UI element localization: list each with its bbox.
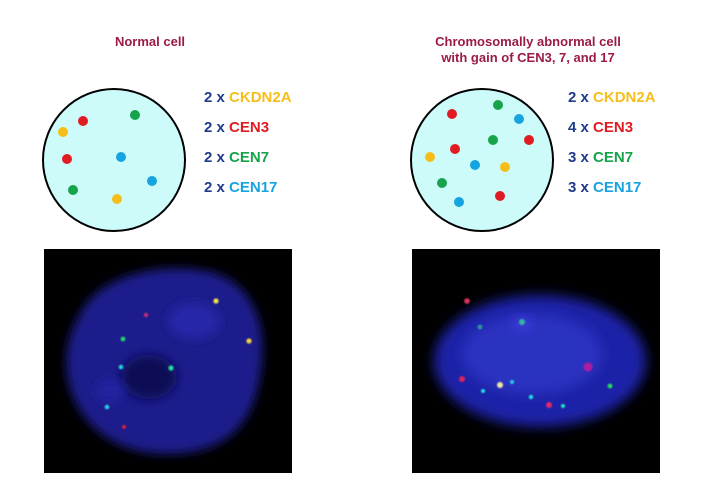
probe-multiplier: 4 x [568, 119, 589, 136]
probe-count-row: 3 x CEN7 [568, 143, 656, 173]
fish-signal-cen17 [481, 389, 485, 393]
title-line: Chromosomally abnormal cell [435, 34, 621, 49]
probe-multiplier: 2 x [204, 179, 225, 196]
probe-count-row: 2 x CKDN2A [204, 83, 292, 113]
fish-signal-cen3 [459, 376, 465, 382]
fish-signal-cen7 [168, 365, 174, 371]
fish-signal-cen17 [104, 404, 110, 410]
abnormal-cell-title: Chromosomally abnormal cell with gain of… [398, 34, 658, 66]
probe-name: CEN3 [229, 119, 270, 136]
signal-dot-cen3 [495, 191, 505, 201]
fish-signal-ckdn2a [213, 298, 219, 304]
probe-multiplier: 3 x [568, 149, 589, 166]
fish-signal-cen3 [122, 425, 126, 429]
signal-dot-cen3 [62, 154, 72, 164]
abnormal-cell-diagram [410, 88, 554, 232]
signal-dot-ckdn2a [500, 162, 510, 172]
fish-signal-cen3 [583, 362, 593, 372]
probe-count-row: 2 x CEN17 [204, 173, 292, 203]
probe-multiplier: 3 x [568, 179, 589, 196]
signal-dot-ckdn2a [58, 127, 68, 137]
signal-dot-cen7 [493, 100, 503, 110]
probe-count-row: 2 x CKDN2A [568, 83, 656, 113]
abnormal-cell-micrograph [412, 249, 660, 473]
signal-dot-cen17 [514, 114, 524, 124]
signal-dot-cen3 [78, 116, 88, 126]
fish-signal-cen7 [607, 383, 613, 389]
probe-name: CEN7 [229, 149, 270, 166]
fish-signal-cen7 [477, 324, 483, 330]
normal-cell-micrograph [44, 249, 292, 473]
fish-signal-cen17 [561, 404, 565, 408]
title-line: with gain of CEN3, 7, and 17 [441, 50, 615, 65]
probe-count-row: 2 x CEN3 [204, 113, 292, 143]
signal-dot-cen3 [450, 144, 460, 154]
fish-signal-cen3 [546, 402, 552, 408]
signal-dot-cen17 [116, 152, 126, 162]
fish-signal-ckdn2a [497, 382, 503, 388]
signal-dot-cen17 [470, 160, 480, 170]
title-line: Normal cell [114, 34, 186, 49]
probe-name: CKDN2A [593, 89, 656, 106]
signal-dot-cen3 [447, 109, 457, 119]
probe-multiplier: 2 x [204, 149, 225, 166]
signal-dot-ckdn2a [112, 194, 122, 204]
signal-dot-cen17 [147, 176, 157, 186]
probe-multiplier: 2 x [204, 89, 225, 106]
probe-name: CEN17 [593, 179, 642, 196]
probe-count-row: 4 x CEN3 [568, 113, 656, 143]
signal-dot-cen7 [488, 135, 498, 145]
signal-dot-cen7 [68, 185, 78, 195]
fish-signal-cen17 [528, 394, 534, 400]
probe-name: CKDN2A [229, 89, 292, 106]
normal-cell-probe-counts: 2 x CKDN2A 2 x CEN3 2 x CEN7 2 x CEN17 [204, 83, 292, 203]
signal-dot-cen17 [454, 197, 464, 207]
fish-signal-cen17 [118, 364, 124, 370]
probe-count-row: 3 x CEN17 [568, 173, 656, 203]
cell-outline [410, 88, 554, 232]
fish-signal-cen3 [143, 312, 149, 318]
probe-name: CEN17 [229, 179, 278, 196]
fish-signal-cen17 [510, 380, 514, 384]
probe-multiplier: 2 x [568, 89, 589, 106]
probe-count-row: 2 x CEN7 [204, 143, 292, 173]
signal-dot-cen7 [130, 110, 140, 120]
signal-dot-cen3 [524, 135, 534, 145]
fish-signal-cen7 [519, 319, 525, 325]
fish-signal-ckdn2a [246, 338, 252, 344]
normal-cell-diagram [42, 88, 186, 232]
fish-signal-cen7 [120, 336, 126, 342]
signal-dot-cen7 [437, 178, 447, 188]
probe-name: CEN7 [593, 149, 634, 166]
cell-outline [42, 88, 186, 232]
signal-dot-ckdn2a [425, 152, 435, 162]
normal-cell-title: Normal cell [70, 34, 230, 50]
fish-signal-cen3 [464, 298, 470, 304]
probe-name: CEN3 [593, 119, 634, 136]
abnormal-cell-probe-counts: 2 x CKDN2A 4 x CEN3 3 x CEN7 3 x CEN17 [568, 83, 656, 203]
probe-multiplier: 2 x [204, 119, 225, 136]
